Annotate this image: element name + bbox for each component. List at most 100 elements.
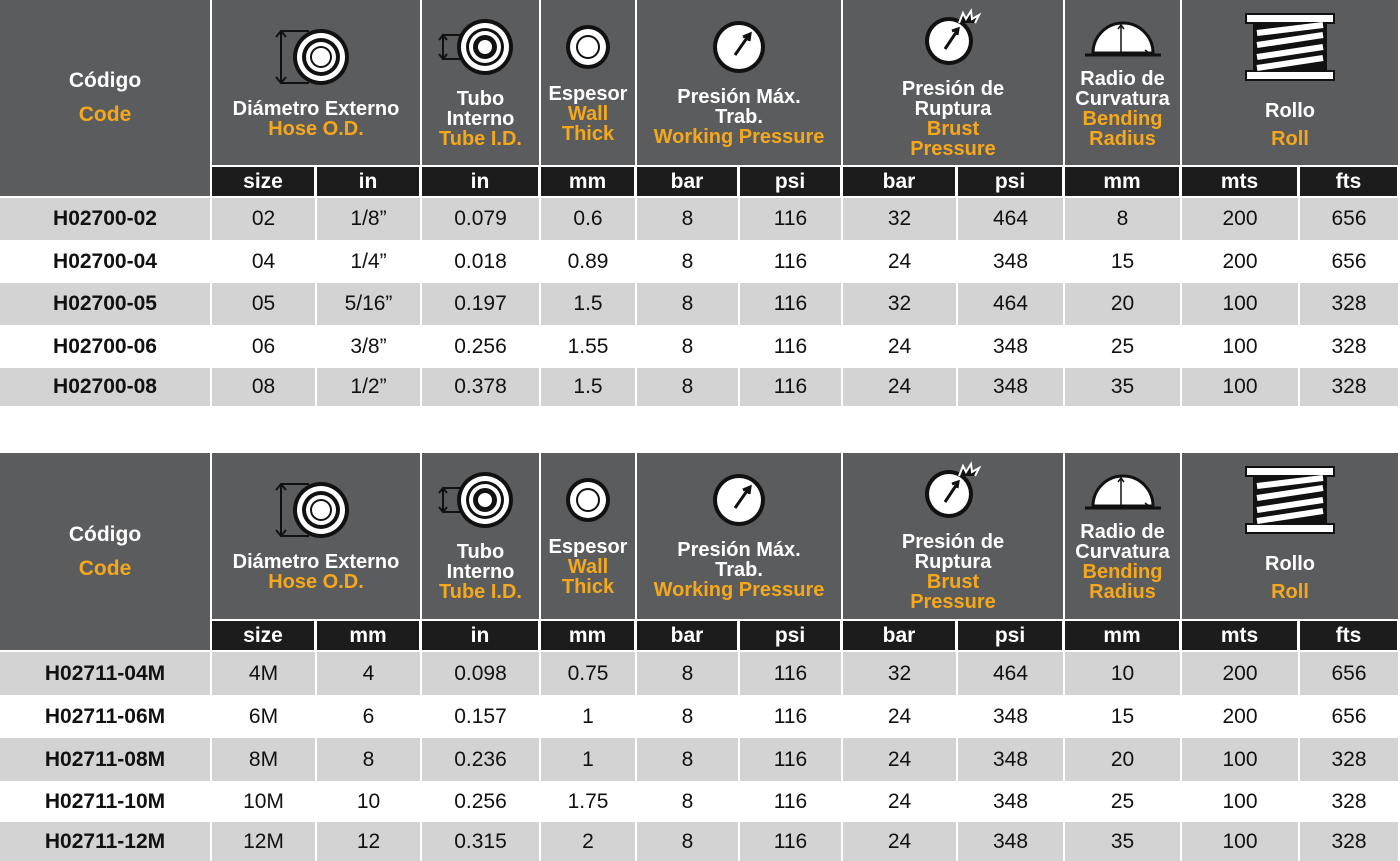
header-label-es: Espesor: [548, 82, 628, 105]
working-psi: 116: [740, 781, 843, 822]
cell-value: 32: [887, 292, 912, 315]
cell-value: 05: [251, 292, 276, 315]
tube-id-in: 0.018: [422, 240, 541, 283]
cell-value: 1/4”: [350, 249, 387, 273]
wall-mm: 1: [541, 738, 637, 781]
working-bar: 8: [637, 781, 740, 822]
bending-mm: 15: [1065, 240, 1182, 283]
product-code: H02700-02: [0, 198, 212, 240]
cell-value: 10: [356, 789, 381, 813]
tube-id-in: 0.236: [422, 738, 541, 781]
hose-od-in: 1/2”: [317, 368, 422, 406]
burst-gauge-icon: [923, 460, 983, 524]
roll-fts: 328: [1300, 325, 1400, 368]
header-code-en: Code: [78, 103, 132, 126]
unit-hose-size: size: [212, 167, 317, 198]
header-wall: Espesor Wall Thick: [541, 453, 637, 621]
unit-tube-id-in: in: [422, 621, 541, 652]
burst-bar: 24: [843, 240, 958, 283]
tube-id-in: 0.157: [422, 695, 541, 738]
cell-value: 8: [681, 661, 694, 685]
header-label-es: Espesor: [548, 536, 628, 558]
cell-value: H02711-04M: [44, 661, 166, 685]
cell-value: 348: [992, 334, 1029, 358]
header-label-en: Bending Radius: [1082, 107, 1163, 150]
header-label-en: Working Pressure: [653, 125, 825, 148]
header-label-en: Hose O.D.: [268, 571, 364, 593]
cell-value: 32: [887, 661, 912, 685]
cell-value: 0.236: [454, 747, 507, 771]
pressure-gauge-icon: [711, 472, 767, 532]
bending-mm: 8: [1065, 198, 1182, 240]
cell-value: 0.197: [454, 292, 507, 315]
unit-label: psi: [774, 169, 806, 193]
burst-bar: 24: [843, 368, 958, 406]
bending-radius-icon: [1083, 17, 1163, 61]
cell-value: 0.157: [454, 704, 507, 728]
cell-value: 24: [887, 375, 912, 398]
cell-value: 1.55: [567, 334, 609, 358]
cell-value: 116: [773, 207, 808, 230]
product-code: H02711-06M: [0, 695, 212, 738]
cell-value: 200: [1222, 249, 1258, 273]
roll-fts: 328: [1300, 738, 1400, 781]
unit-burst-bar: bar: [843, 621, 958, 652]
cell-value: 1.5: [573, 375, 603, 398]
cell-value: 24: [887, 829, 912, 853]
product-code: H02711-12M: [0, 822, 212, 861]
header-label-es: Presión de Ruptura: [901, 77, 1005, 120]
cell-value: H02700-08: [53, 375, 157, 398]
tube-id-in: 0.079: [422, 198, 541, 240]
header-label-en: Tube I.D.: [439, 127, 522, 150]
header-label-en: Roll: [1271, 581, 1309, 603]
roll-fts: 328: [1300, 822, 1400, 861]
cell-value: 1.75: [567, 789, 609, 813]
unit-label: in: [358, 169, 378, 193]
cell-value: 8: [681, 829, 694, 853]
cell-value: 0.018: [454, 249, 507, 273]
unit-burst-psi: psi: [958, 167, 1065, 198]
unit-wall-mm: mm: [541, 167, 637, 198]
hose-size: 4M: [212, 652, 317, 695]
pressure-gauge-icon: [711, 19, 767, 79]
header-roll: Rollo Roll: [1182, 0, 1400, 167]
cell-value: 0.6: [573, 207, 603, 230]
header-code: Código Code: [0, 0, 212, 198]
cell-value: 35: [1110, 375, 1135, 398]
cell-value: 10: [1110, 661, 1135, 685]
roll-fts: 328: [1300, 368, 1400, 406]
hose-od-icon: [271, 480, 361, 544]
header-label-en: Brust Pressure: [910, 571, 996, 613]
header-label-es: Rollo: [1265, 553, 1315, 575]
hose-size: 08: [212, 368, 317, 406]
unit-label: bar: [670, 169, 704, 193]
header-bending: Radio de Curvatura Bending Radius: [1065, 453, 1182, 621]
unit-working-psi: psi: [740, 167, 843, 198]
roll-mts: 100: [1182, 781, 1300, 822]
cell-value: 328: [1331, 375, 1367, 398]
cell-value: 35: [1110, 829, 1135, 853]
hose-od-in: 1/4”: [317, 240, 422, 283]
cell-value: 25: [1110, 789, 1135, 813]
unit-label: mm: [349, 623, 387, 647]
cell-value: 4: [362, 661, 375, 685]
burst-bar: 24: [843, 738, 958, 781]
header-label-en: Hose O.D.: [268, 117, 364, 140]
cell-value: 24: [887, 334, 912, 358]
working-psi: 116: [740, 368, 843, 406]
cell-value: 116: [773, 829, 808, 853]
roll-fts: 656: [1300, 240, 1400, 283]
cell-value: 116: [773, 704, 808, 728]
unit-hose-od-in: in: [317, 167, 422, 198]
bending-mm: 10: [1065, 652, 1182, 695]
header-label-en: Brust Pressure: [910, 117, 996, 160]
roll-mts: 100: [1182, 368, 1300, 406]
unit-label: size: [243, 623, 283, 647]
cell-value: 1/8”: [350, 207, 387, 230]
cell-value: 8: [681, 249, 694, 273]
working-psi: 116: [740, 198, 843, 240]
hose-size: 02: [212, 198, 317, 240]
roll-mts: 200: [1182, 652, 1300, 695]
hose-od-in: 10: [317, 781, 422, 822]
unit-tube-id-in: in: [422, 167, 541, 198]
